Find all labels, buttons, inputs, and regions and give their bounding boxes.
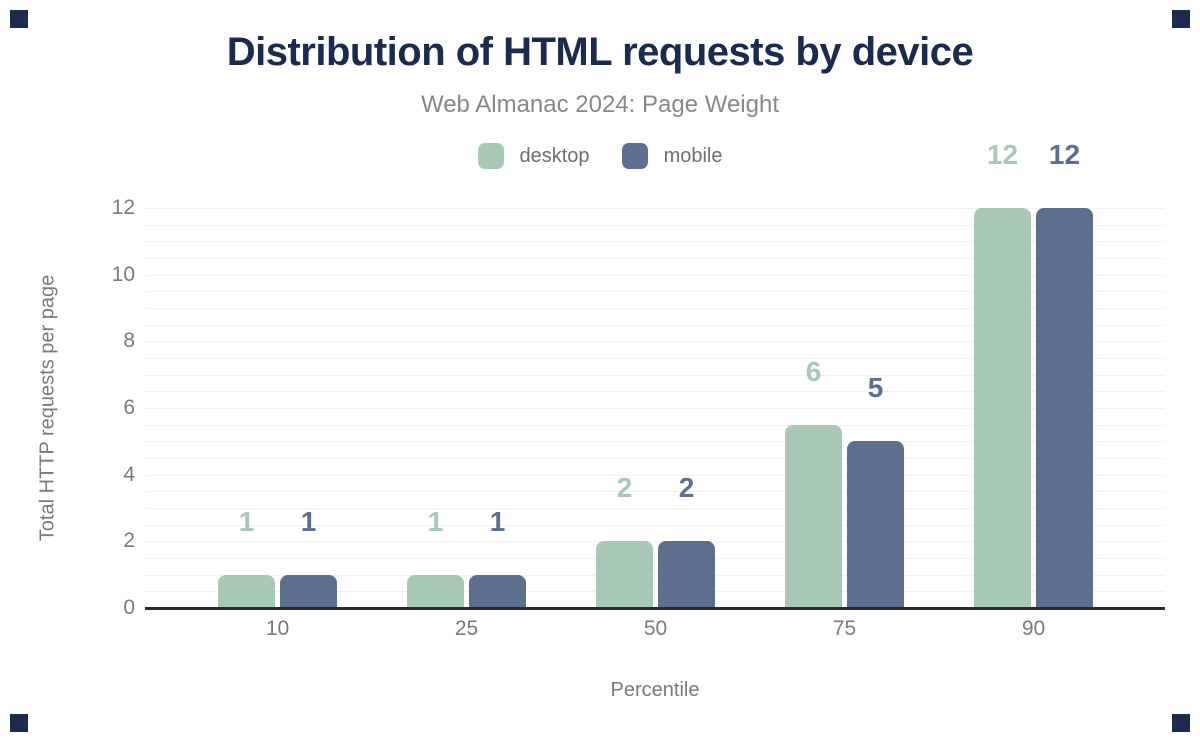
bar-mobile-p25 bbox=[469, 574, 526, 608]
gridline bbox=[145, 524, 1165, 526]
corner-mark-bottom-left bbox=[10, 714, 28, 732]
bar-value-label-desktop-p90: 12 bbox=[986, 139, 1019, 170]
bar-desktop-p90 bbox=[974, 208, 1031, 608]
legend-label-mobile: mobile bbox=[663, 144, 723, 167]
legend-item-desktop[interactable]: desktop bbox=[477, 143, 590, 169]
bar-desktop-p75 bbox=[785, 424, 842, 608]
y-tick-label: 6 bbox=[123, 396, 135, 419]
corner-mark-bottom-right bbox=[1172, 714, 1190, 732]
gridline bbox=[145, 591, 1165, 593]
gridline bbox=[145, 424, 1165, 426]
corner-mark-top-left bbox=[10, 10, 28, 28]
gridline bbox=[145, 274, 1165, 276]
y-tick-label: 2 bbox=[123, 529, 135, 553]
bar-mobile-p10 bbox=[280, 574, 337, 608]
gridline bbox=[145, 558, 1165, 559]
legend-label-desktop: desktop bbox=[519, 144, 590, 167]
chart-subtitle: Web Almanac 2024: Page Weight bbox=[420, 91, 779, 118]
gridline bbox=[145, 574, 1165, 576]
bar-value-label-mobile-p75: 5 bbox=[867, 372, 884, 404]
gridline bbox=[145, 358, 1165, 359]
gridline bbox=[145, 491, 1165, 493]
x-tick-label: 90 bbox=[1021, 617, 1046, 640]
x-axis-line bbox=[145, 607, 1165, 610]
y-tick-label: 8 bbox=[123, 329, 135, 353]
chart-legend: desktop mobile bbox=[0, 142, 1200, 170]
bar-value-label-desktop-p75: 6 bbox=[805, 355, 822, 387]
gridline bbox=[145, 508, 1165, 509]
gridline bbox=[145, 474, 1165, 476]
legend-swatch-desktop bbox=[477, 143, 504, 169]
x-tick-label: 50 bbox=[643, 617, 668, 640]
gridline bbox=[145, 391, 1165, 393]
legend-item-mobile[interactable]: mobile bbox=[621, 143, 723, 169]
x-tick-label: 25 bbox=[454, 617, 479, 640]
bar-desktop-p10 bbox=[218, 574, 275, 608]
gridline bbox=[145, 291, 1165, 293]
legend-swatch-mobile bbox=[621, 143, 648, 169]
bar-mobile-p75 bbox=[847, 441, 904, 608]
gridline bbox=[145, 441, 1165, 443]
bar-value-label-desktop-p25: 1 bbox=[427, 505, 444, 537]
y-tick-label: 4 bbox=[123, 462, 135, 486]
plot-area: 0 2 4 6 8 10 12 1 1 1 1 2 2 6 5 12 12 10 25 50 75 90 bbox=[112, 140, 1165, 640]
x-tick-label: 75 bbox=[832, 617, 857, 640]
bar-desktop-p25 bbox=[407, 574, 464, 608]
gridline bbox=[145, 208, 1165, 209]
y-axis-title: Total HTTP requests per page bbox=[36, 274, 59, 542]
bar-value-label-desktop-p10: 1 bbox=[238, 505, 255, 537]
gridline bbox=[145, 374, 1165, 376]
gridline bbox=[145, 241, 1165, 243]
chart-title: Distribution of HTML requests by device bbox=[226, 30, 974, 74]
y-tick-label: 0 bbox=[123, 596, 135, 619]
corner-mark-top-right bbox=[1172, 10, 1190, 28]
bar-value-label-mobile-p25: 1 bbox=[489, 505, 506, 537]
bar-value-label-desktop-p50: 2 bbox=[616, 472, 633, 504]
y-tick-label: 12 bbox=[111, 196, 135, 219]
x-tick-label: 10 bbox=[265, 617, 290, 640]
gridline bbox=[145, 341, 1165, 343]
bar-value-label-mobile-p10: 1 bbox=[300, 505, 317, 537]
gridline bbox=[145, 258, 1165, 259]
gridline bbox=[145, 541, 1165, 543]
y-tick-label: 10 bbox=[111, 262, 135, 286]
gridline bbox=[145, 308, 1165, 309]
bar-value-label-mobile-p50: 2 bbox=[678, 472, 695, 504]
bar-desktop-p50 bbox=[596, 541, 653, 608]
bar-value-label-mobile-p90: 12 bbox=[1048, 139, 1081, 170]
gridline bbox=[145, 224, 1165, 226]
x-axis-title: Percentile bbox=[610, 679, 700, 701]
gridline bbox=[145, 408, 1165, 409]
gridline bbox=[145, 324, 1165, 326]
bar-mobile-p50 bbox=[658, 541, 715, 608]
gridline bbox=[145, 458, 1165, 459]
bar-mobile-p90 bbox=[1036, 208, 1093, 608]
